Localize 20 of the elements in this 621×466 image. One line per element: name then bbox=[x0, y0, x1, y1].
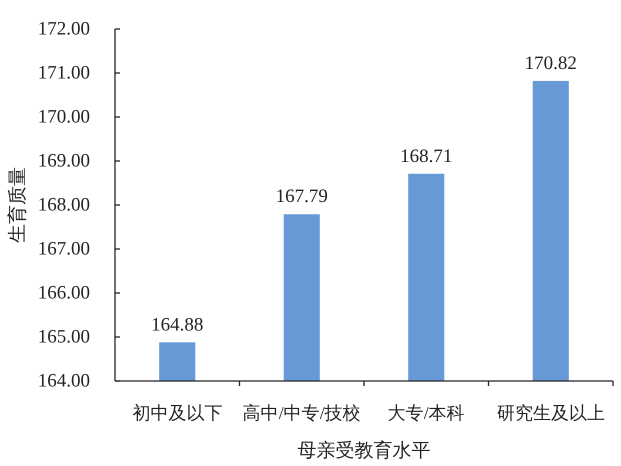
y-tick-label: 164.00 bbox=[38, 370, 90, 392]
x-tick-label: 研究生及以上 bbox=[496, 403, 605, 423]
x-tick-label: 高中/中专/技校 bbox=[242, 403, 361, 423]
y-tick-label: 167.00 bbox=[38, 238, 90, 260]
data-label: 170.82 bbox=[524, 52, 577, 74]
data-label: 167.79 bbox=[276, 186, 328, 208]
plot: 164.88 167.79 168.71 170.82 bbox=[151, 52, 577, 381]
y-tick-label: 169.00 bbox=[38, 150, 90, 172]
x-tick-label: 初中及以下 bbox=[132, 403, 222, 423]
y-tick-label: 170.00 bbox=[38, 106, 90, 128]
x-axis-title: 母亲受教育水平 bbox=[298, 440, 430, 462]
x-tick-label: 大专/本科 bbox=[388, 403, 465, 423]
y-tick-label: 171.00 bbox=[38, 62, 90, 84]
y-tick-label: 172.00 bbox=[38, 18, 90, 40]
y-tick-label: 168.00 bbox=[38, 194, 90, 216]
y-axis-title: 生育质量 bbox=[6, 167, 28, 243]
y-tick-label: 165.00 bbox=[38, 326, 90, 348]
data-label: 164.88 bbox=[151, 314, 204, 336]
data-label: 168.71 bbox=[400, 146, 452, 167]
y-tick-label: 166.00 bbox=[38, 282, 90, 304]
